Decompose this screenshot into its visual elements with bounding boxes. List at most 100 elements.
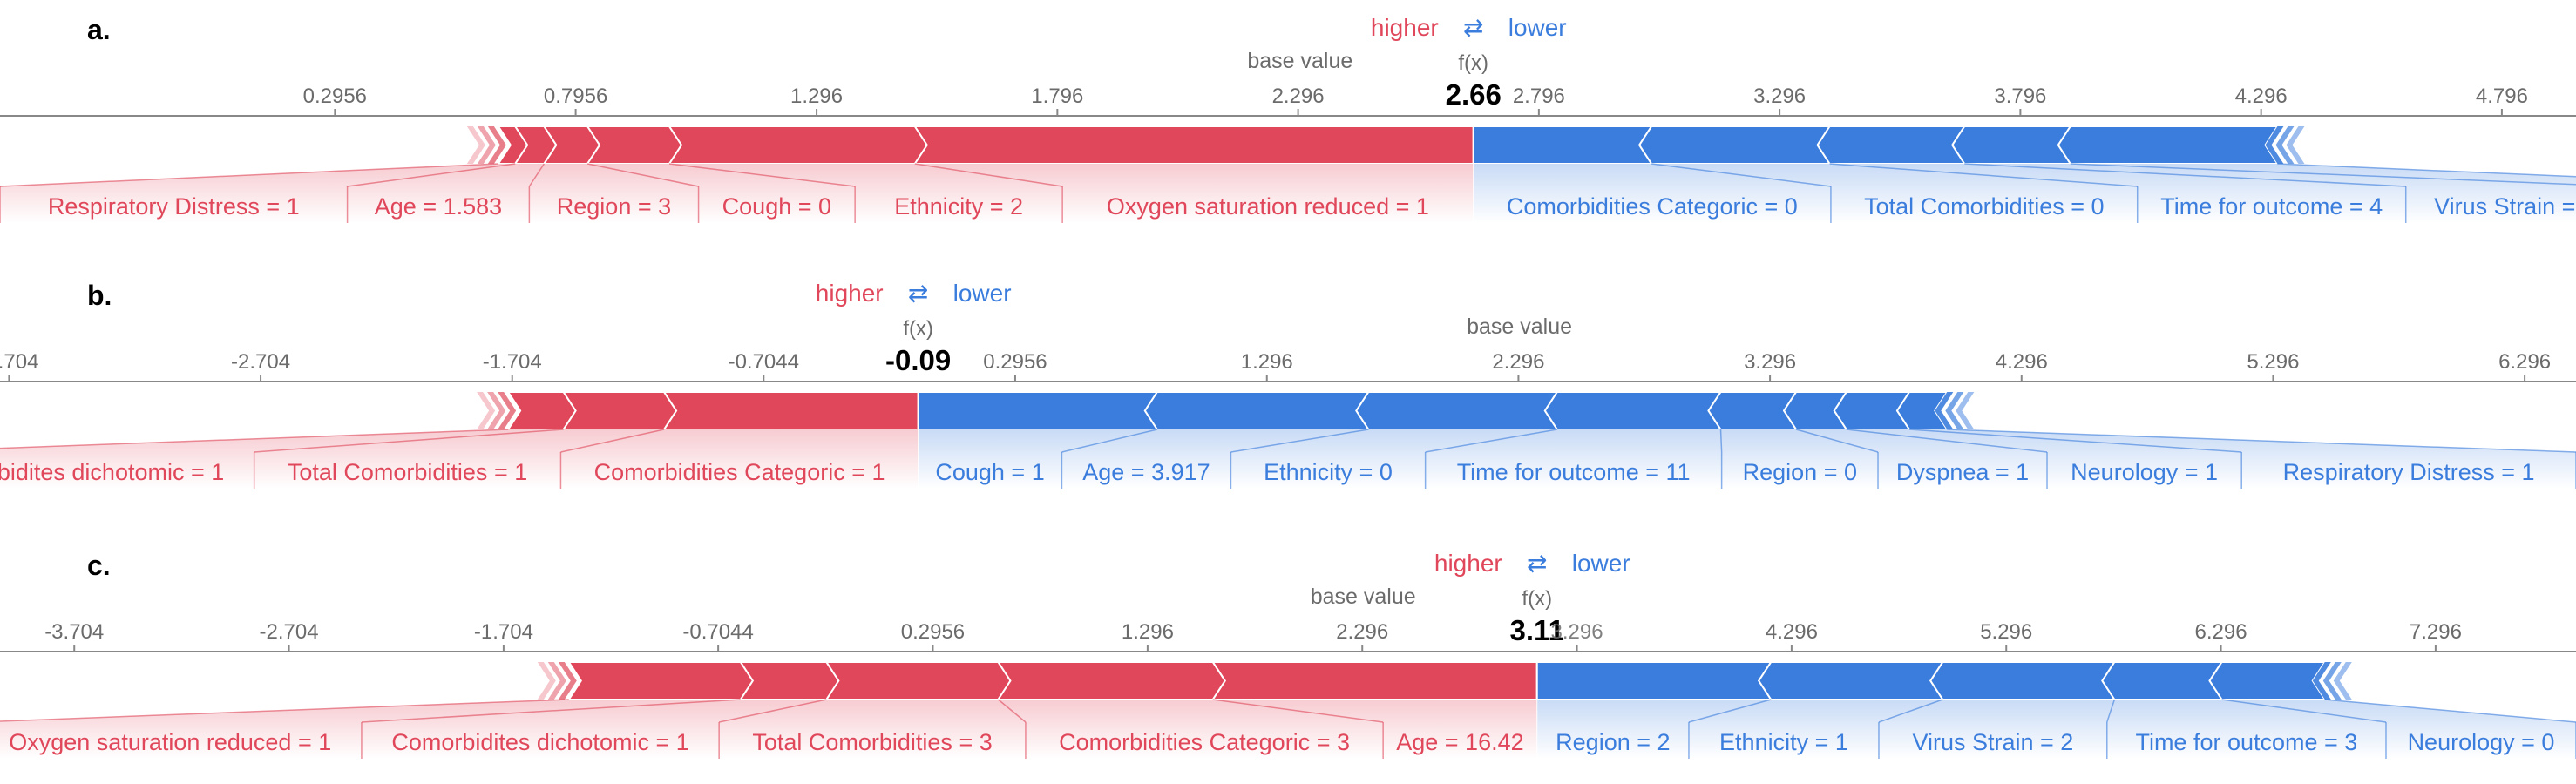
negative-tail-chevron <box>1956 392 1975 429</box>
positive-feature-label: Age = 16.42 <box>1396 729 1523 755</box>
x-tick-label: 6.296 <box>2498 350 2551 374</box>
positive-tail-chevron <box>477 392 496 429</box>
negative-feature-label: Respiratory Distress = 1 <box>2283 459 2535 485</box>
positive-label-fan <box>560 429 919 489</box>
legend-higher: higher <box>816 280 884 307</box>
positive-feature-label: Respiratory Distress = 1 <box>48 193 300 220</box>
positive-bar-segment <box>662 391 919 430</box>
negative-bar-segment <box>2101 661 2224 700</box>
negative-bar-segment <box>1543 391 1723 430</box>
positive-bar-segment <box>668 125 928 165</box>
negative-label-fan <box>1473 164 1831 223</box>
positive-tail-chevron <box>547 662 566 700</box>
positive-connector <box>0 429 509 449</box>
legend-higher: higher <box>1371 14 1439 41</box>
positive-bar-segment <box>912 125 1474 165</box>
negative-feature-label: Total Comorbidities = 0 <box>1864 193 2104 220</box>
base-value-label: base value <box>1311 585 1416 609</box>
negative-feature-label: Region = 0 <box>1743 459 1857 485</box>
negative-feature-label: Ethnicity = 0 <box>1264 459 1393 485</box>
x-tick-label: -0.7044 <box>682 620 753 644</box>
x-tick-label: 1.296 <box>790 84 843 108</box>
x-tick-label: 3.796 <box>1994 84 2046 108</box>
legend-arrow-icon: ⇄ <box>1463 14 1483 41</box>
x-tick-label: 2.296 <box>1272 84 1325 108</box>
positive-bar-segment <box>566 661 755 700</box>
positive-label-fan <box>1212 700 1537 759</box>
positive-label-fan <box>529 164 699 223</box>
x-tick-label: 3.296 <box>1551 620 1603 644</box>
negative-feature-label: Dyspnea = 1 <box>1896 459 2029 485</box>
x-tick-label: 3.296 <box>1753 84 1806 108</box>
positive-bar-segment <box>824 661 1012 700</box>
positive-feature-label: Oxygen saturation reduced = 1 <box>9 729 331 755</box>
negative-label-fan <box>1796 429 2048 489</box>
negative-label-fan <box>1720 429 1879 489</box>
negative-feature-label: Time for outcome = 11 <box>1457 459 1691 485</box>
positive-label-fan <box>361 700 827 759</box>
negative-bar-segment <box>2208 661 2327 700</box>
x-tick-label: 5.296 <box>1980 620 2032 644</box>
force-panel-3: c. higher ⇄ lower f(x) 3.11 base value -3.704 -2… <box>0 550 2576 759</box>
x-tick-label: 0.2956 <box>983 350 1047 374</box>
x-tick-label: 4.296 <box>1766 620 1818 644</box>
negative-label-fan <box>1688 700 1943 759</box>
positive-tail-chevron <box>558 662 577 700</box>
fx-label: f(x) <box>1458 51 1488 75</box>
base-value-label: base value <box>1247 49 1352 73</box>
positive-connector <box>0 699 569 722</box>
positive-label-fan <box>669 164 1063 223</box>
positive-feature-label: Comorbidities Categoric = 1 <box>594 459 885 485</box>
positive-tail-chevron <box>537 662 556 700</box>
fx-value-backing <box>1441 80 1505 109</box>
panel-label: b. <box>87 280 112 311</box>
legend-lower: lower <box>953 280 1012 307</box>
x-tick-label: -2.704 <box>260 620 319 644</box>
negative-bar-segment <box>1143 391 1371 430</box>
negative-bar-segment <box>1355 391 1559 430</box>
positive-bar-segment <box>1210 661 1538 700</box>
negative-connector <box>2324 699 2576 723</box>
x-tick-label: 6.296 <box>2195 620 2247 644</box>
x-tick-label: 5.296 <box>2247 350 2299 374</box>
legend-arrow-icon: ⇄ <box>1527 550 1547 577</box>
positive-label-fan <box>0 164 516 223</box>
legend-lower: lower <box>1572 550 1630 577</box>
x-tick-label: -1.704 <box>483 350 542 374</box>
x-tick-label: 0.2956 <box>901 620 965 644</box>
negative-label-fan <box>1425 429 1722 489</box>
negative-bar-segment <box>1472 125 1653 165</box>
x-tick-label: 1.296 <box>1122 620 1174 644</box>
x-tick-label: -3.704 <box>44 620 104 644</box>
positive-feature-label: Total Comorbidities = 3 <box>752 729 992 755</box>
positive-label-fan <box>587 164 856 223</box>
positive-connector <box>0 163 498 187</box>
negative-connector <box>2277 163 2576 178</box>
positive-feature-label: Total Comorbidities = 1 <box>288 459 527 485</box>
positive-feature-label: Comorbidities Categoric = 3 <box>1059 729 1350 755</box>
fx-value: 2.66 <box>1446 78 1502 111</box>
negative-bar-segment <box>1758 661 1945 700</box>
positive-tail-chevron <box>487 126 506 164</box>
x-tick-label: -0.7044 <box>729 350 799 374</box>
force-panel-2: b. higher ⇄ lower f(x) -0.09 base value -3.704 -… <box>0 280 2576 489</box>
positive-label-fan <box>254 429 665 489</box>
negative-feature-label: Region = 2 <box>1556 729 1670 755</box>
positive-bar-segment <box>996 661 1226 700</box>
x-tick-label: 7.296 <box>2410 620 2462 644</box>
positive-feature-label: Cough = 0 <box>722 193 831 220</box>
negative-tail-chevron <box>2322 662 2342 700</box>
legend-arrow-icon: ⇄ <box>908 280 928 307</box>
x-tick-label: 1.296 <box>1241 350 1293 374</box>
negative-bar-segment <box>917 391 1159 430</box>
negative-feature-label: Time for outcome = 4 <box>2160 193 2383 220</box>
negative-connector <box>1947 429 2576 453</box>
fx-label: f(x) <box>903 317 933 341</box>
positive-tail-chevron <box>477 126 496 164</box>
positive-label-fan <box>914 164 1474 223</box>
negative-bar-segment <box>1637 125 1832 165</box>
legend-lower: lower <box>1508 14 1567 41</box>
negative-tail-chevron <box>2286 126 2305 164</box>
negative-label-fan <box>2106 700 2386 759</box>
